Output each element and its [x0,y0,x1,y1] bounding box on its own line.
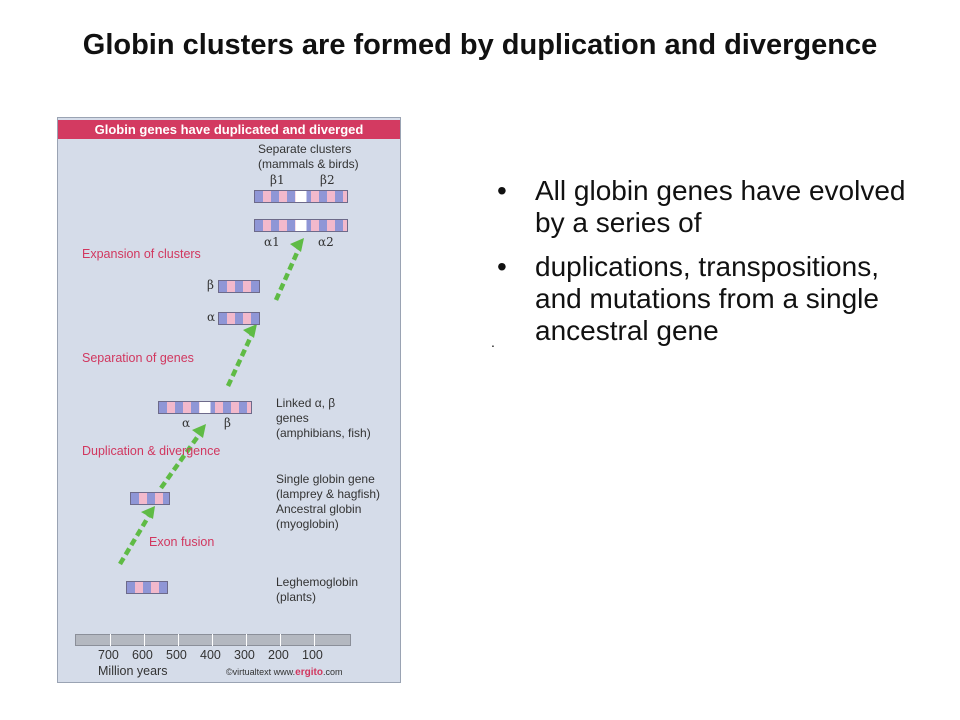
bullet-list: • All globin genes have evolved by a ser… [497,175,917,359]
bullet-marker: • [497,175,507,206]
tick-500: 500 [166,648,187,662]
credit: ©virtualtext www.ergito.com [226,667,343,678]
label-alpha2: α2 [318,235,334,249]
tick-400: 400 [200,648,221,662]
note-leghemoglobin: Leghemoglobin (plants) [276,575,359,604]
gene-leghemoglobin [126,581,168,594]
arrowhead-expansion [290,238,304,252]
gene-alpha [218,312,260,325]
stage-expansion: Expansion of clusters [82,247,201,261]
arrow-separation [225,331,256,387]
note-linked: Linked α, β genes (amphibians, fish) [276,396,371,440]
gene-cluster-alpha [254,219,348,232]
tick-600: 600 [132,648,153,662]
bullet-item: • duplications, transpositions, and muta… [497,251,917,347]
bullet-text: All globin genes have evolved by a serie… [535,175,906,238]
stage-separation: Separation of genes [82,351,194,365]
label-alpha: α [207,310,216,324]
label-beta2: β2 [320,173,335,187]
slide-title: Globin clusters are formed by duplicatio… [82,29,878,61]
label-beta1: β1 [270,173,285,187]
arrow-duplication [159,430,203,490]
stage-duplication: Duplication & divergence [82,444,221,458]
timeline-unit: Million years [98,664,168,678]
note-single-globin: Single globin gene (lamprey & hagfish) A… [276,472,381,531]
arrowhead-exon-fusion [141,506,155,519]
gene-single-globin [130,492,170,505]
credit-brand: ergito [295,667,323,678]
label-linked-alpha: α [182,416,191,430]
arrow-expansion [273,245,303,301]
gene-beta [218,280,260,293]
timeline-bar [75,634,351,646]
bullet-item: • All globin genes have evolved by a ser… [497,175,917,239]
arrow-exon-fusion [118,512,152,566]
figure-header: Globin genes have duplicated and diverge… [58,120,400,139]
arrowhead-separation [243,324,257,338]
label-alpha1: α1 [264,235,280,249]
evolution-arrows [118,238,304,566]
arrowhead-duplication [192,424,206,438]
tick-200: 200 [268,648,289,662]
bullet-text: duplications, transpositions, and mutati… [535,251,879,346]
stage-exon-fusion: Exon fusion [149,535,215,549]
bullet-marker: • [497,251,507,282]
tick-100: 100 [302,648,323,662]
globin-evolution-figure: Globin genes have duplicated and diverge… [57,117,401,683]
label-linked-beta: β [224,416,231,430]
label-beta: β [207,278,214,292]
note-separate-clusters: Separate clusters (mammals & birds) [258,142,359,171]
tick-300: 300 [234,648,255,662]
stray-mark: . [491,334,495,350]
tick-700: 700 [98,648,119,662]
gene-cluster-beta [254,190,348,203]
gene-linked-alpha-beta [158,401,252,414]
